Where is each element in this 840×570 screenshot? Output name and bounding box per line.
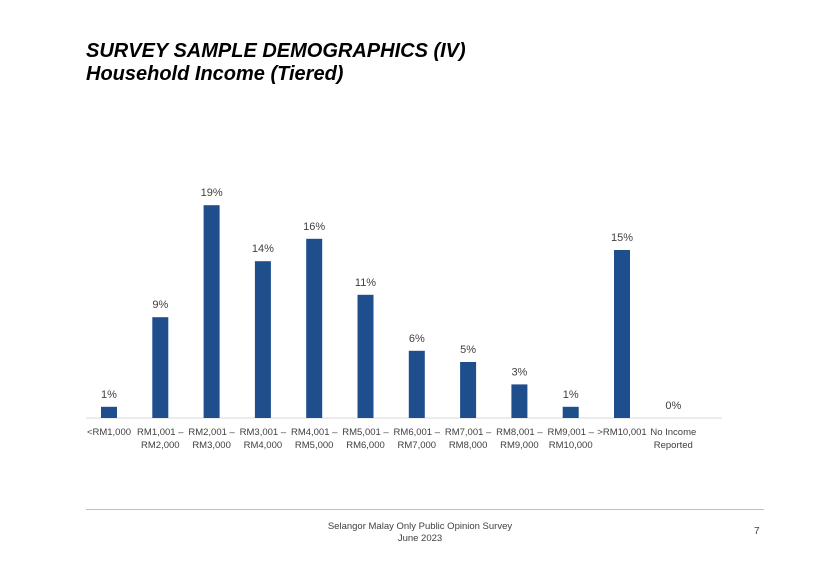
data-label-0: 1% (101, 389, 117, 401)
data-label-10: 15% (611, 232, 633, 244)
data-label-3: 14% (252, 243, 274, 255)
page-number: 7 (754, 526, 760, 537)
bar-5 (357, 294, 374, 418)
bar-1 (152, 317, 169, 418)
bar-6 (408, 350, 425, 418)
tick-label-2: RM2,001 – RM3,000 (188, 427, 235, 451)
data-label-4: 16% (303, 221, 325, 233)
footer-survey-name: Selangor Malay Only Public Opinion Surve… (327, 521, 513, 532)
tick-label-7: RM7,001 – RM8,000 (445, 427, 492, 451)
bar-10 (614, 250, 630, 418)
tick-label-9: RM9,001 – RM10,000 (547, 427, 594, 451)
slide-title: SURVEY SAMPLE DEMOGRAPHICS (IV) Househol… (86, 40, 466, 86)
footer-divider (86, 509, 764, 510)
tick-label-4: RM4,001 – RM5,000 (291, 427, 338, 451)
footer-date: June 2023 (397, 533, 443, 544)
tick-label-1: RM1,001 – RM2,000 (137, 427, 184, 451)
bar-9 (562, 406, 579, 418)
data-label-8: 3% (511, 366, 527, 378)
title-line-1: SURVEY SAMPLE DEMOGRAPHICS (IV) (86, 40, 466, 62)
data-label-9: 1% (563, 389, 579, 401)
bar-7 (460, 362, 477, 418)
tick-label-8: RM8,001 – RM9,000 (496, 427, 543, 451)
tick-label-11: No Income Reported (650, 427, 696, 451)
bar-2 (203, 205, 220, 418)
bar-3 (254, 261, 271, 418)
footer: Selangor Malay Only Public Opinion Surve… (0, 521, 840, 545)
bar-4 (306, 238, 323, 418)
tick-label-3: RM3,001 – RM4,000 (240, 427, 287, 451)
tick-label-6: RM6,001 – RM7,000 (394, 427, 441, 451)
bar-0 (101, 406, 117, 418)
data-label-7: 5% (460, 344, 476, 356)
tick-label-10: >RM10,001 (597, 427, 646, 438)
bar-8 (511, 384, 528, 418)
data-label-5: 11% (355, 277, 376, 289)
tick-label-5: RM5,001 – RM6,000 (342, 427, 389, 451)
data-label-6: 6% (409, 333, 425, 345)
data-label-1: 9% (152, 299, 168, 311)
title-line-2: Household Income (Tiered) (86, 63, 344, 85)
tick-label-0: <RM1,000 (87, 427, 131, 438)
data-label-11: 0% (665, 400, 681, 412)
data-label-2: 19% (201, 187, 223, 199)
